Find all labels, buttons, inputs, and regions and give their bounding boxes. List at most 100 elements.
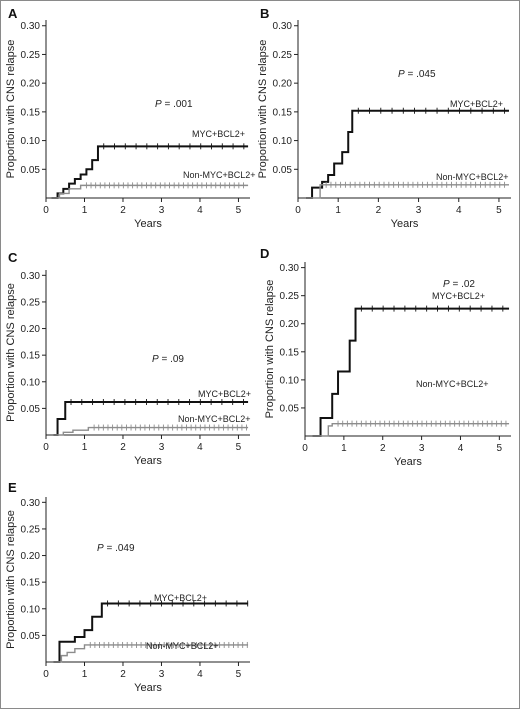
y-tick-label: 0.05 [21,631,41,642]
panel-a: A 0.05 0.10 0.15 0.20 0.25 0.30 0 1 2 3 4 5 Years Prop… [5,6,256,230]
series-line-myc-bcl2 [53,602,249,663]
series-line-non-myc-bcl2 [53,644,249,663]
y-tick-label: 0.15 [21,578,41,589]
x-tick-label: 2 [120,669,126,680]
y-tick-label: 0.10 [21,377,41,388]
x-tick-label: 4 [458,443,464,454]
series-label: MYC+BCL2+ [432,291,485,301]
x-tick-label: 3 [159,442,165,453]
panel-e: E 0.05 0.10 0.15 0.20 0.25 0.30 0 1 2 3 4 5 Years Prop… [5,480,250,694]
panel-letter: D [260,246,269,261]
series-label: Non-MYC+BCL2+ [178,414,251,424]
y-tick-label: 0.25 [21,524,41,535]
y-tick-label: 0.30 [21,271,41,282]
x-axis-title: Years [134,455,162,467]
x-tick-label: 1 [82,442,88,453]
y-tick-label: 0.20 [21,324,41,335]
series-label: Non-MYC+BCL2+ [146,641,219,651]
p-value: P = .09 [152,354,184,365]
x-tick-label: 2 [120,442,126,453]
x-tick-label: 4 [456,205,462,216]
y-tick-label: 0.20 [21,551,41,562]
x-tick-label: 1 [82,205,88,216]
y-axis-title: Proportion with CNS relapse [257,40,269,179]
x-tick-label: 1 [341,443,347,454]
y-tick-label: 0.20 [273,79,293,90]
x-tick-label: 2 [120,205,126,216]
y-tick-label: 0.10 [280,375,300,386]
y-tick-label: 0.25 [21,50,41,61]
x-tick-label: 0 [43,442,49,453]
panel-letter: C [8,250,18,265]
series-label: MYC+BCL2+ [154,593,207,603]
x-tick-label: 4 [197,669,203,680]
x-tick-label: 5 [497,443,503,454]
y-tick-label: 0.30 [273,21,293,32]
panel-d: D 0.05 0.10 0.15 0.20 0.25 0.30 0 1 2 3 4 5 Years Prop… [260,246,511,468]
series-label: MYC+BCL2+ [450,99,503,109]
y-tick-label: 0.30 [280,263,300,274]
x-tick-label: 0 [43,205,49,216]
y-tick-label: 0.10 [21,604,41,615]
panel-letter: A [8,6,18,21]
y-tick-label: 0.15 [21,107,41,118]
y-tick-label: 0.15 [273,107,293,118]
y-tick-label: 0.25 [21,297,41,308]
series-label: Non-MYC+BCL2+ [416,379,489,389]
x-tick-label: 5 [236,442,242,453]
panel-letter: E [8,480,17,495]
x-tick-label: 0 [302,443,308,454]
x-axis-title: Years [134,682,162,694]
x-tick-label: 3 [416,205,422,216]
y-axis-title: Proportion with CNS relapse [5,283,17,422]
p-value: P = .001 [155,99,193,110]
x-tick-label: 5 [236,669,242,680]
x-tick-label: 0 [43,669,49,680]
panel-letter: B [260,6,269,21]
y-tick-label: 0.10 [21,136,41,147]
x-tick-label: 3 [159,669,165,680]
y-tick-label: 0.05 [280,403,300,414]
y-tick-label: 0.20 [280,319,300,330]
y-tick-label: 0.25 [273,50,293,61]
y-tick-label: 0.15 [21,351,41,362]
x-axis-title: Years [134,218,162,230]
x-tick-label: 2 [376,205,382,216]
x-tick-label: 2 [380,443,386,454]
y-axis-title: Proportion with CNS relapse [5,510,17,649]
y-tick-label: 0.30 [21,498,41,509]
series-label: Non-MYC+BCL2+ [436,172,509,182]
series-line-myc-bcl2 [312,307,510,437]
y-tick-label: 0.25 [280,291,300,302]
series-label: MYC+BCL2+ [192,129,245,139]
y-axis-title: Proportion with CNS relapse [5,40,17,179]
series-line-non-myc-bcl2 [51,184,249,199]
x-tick-label: 1 [82,669,88,680]
y-tick-label: 0.05 [21,404,41,415]
panel-c: C 0.05 0.10 0.15 0.20 0.25 0.30 0 1 2 3 4 5 Years Prop… [5,250,251,467]
y-tick-label: 0.15 [280,347,300,358]
y-tick-label: 0.10 [273,136,293,147]
x-tick-label: 5 [236,205,242,216]
series-label: Non-MYC+BCL2+ [183,170,256,180]
p-value: P = .02 [443,279,475,290]
series-line-non-myc-bcl2 [306,184,509,199]
x-axis-title: Years [394,456,422,468]
y-tick-label: 0.05 [21,165,41,176]
x-tick-label: 3 [159,205,165,216]
series-line-non-myc-bcl2 [53,426,249,436]
series-line-myc-bcl2 [306,109,509,199]
x-tick-label: 1 [335,205,341,216]
p-value: P = .045 [398,69,436,80]
y-tick-label: 0.05 [273,165,293,176]
x-axis-title: Years [391,218,419,230]
x-tick-label: 5 [496,205,502,216]
x-tick-label: 4 [197,442,203,453]
y-axis-title: Proportion with CNS relapse [264,280,276,419]
x-tick-label: 3 [419,443,425,454]
y-tick-label: 0.20 [21,79,41,90]
panel-b: B 0.05 0.10 0.15 0.20 0.25 0.30 0 1 2 3 4 5 Years Prop… [257,6,511,230]
series-line-non-myc-bcl2 [312,422,510,437]
